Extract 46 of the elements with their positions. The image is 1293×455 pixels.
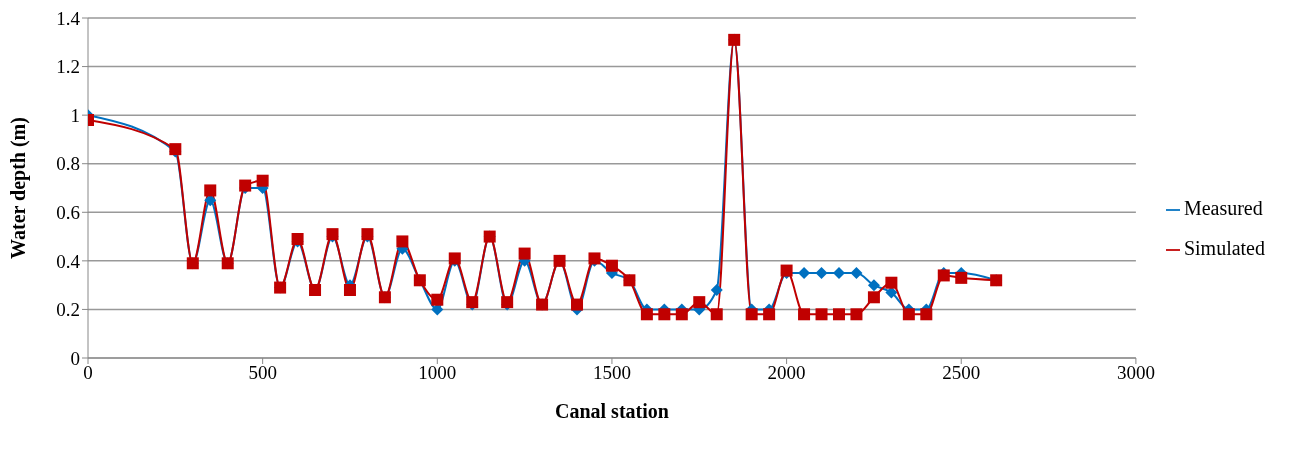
x-axis-title: Canal station (554, 400, 669, 422)
point (745, 308, 758, 321)
x-tick-label: 1000 (418, 362, 457, 384)
point (518, 247, 531, 260)
point (955, 271, 968, 284)
y-tick-label: 1.2 (56, 56, 80, 78)
x-tick-label: 2500 (942, 362, 981, 384)
point (640, 308, 653, 321)
point (396, 235, 409, 248)
point (256, 174, 269, 187)
legend-label: Measured (1183, 197, 1263, 219)
point (571, 298, 584, 311)
point (902, 308, 915, 321)
point (710, 308, 723, 321)
point (850, 267, 863, 279)
y-axis-title: Water depth (m) (7, 117, 31, 259)
point (832, 308, 845, 321)
point (920, 308, 933, 321)
point (658, 308, 671, 321)
point (885, 276, 898, 289)
point (867, 279, 880, 292)
legend-label: Simulated (1183, 237, 1265, 259)
y-tick-label: 0.4 (56, 250, 81, 272)
point (867, 291, 880, 304)
point (693, 296, 706, 309)
y-tick-label: 0.2 (56, 299, 80, 321)
y-tick-label: 0.8 (56, 153, 80, 175)
point (850, 308, 863, 321)
y-tick-label: 0.6 (56, 202, 80, 224)
point (815, 308, 828, 321)
point (343, 284, 356, 296)
point (710, 284, 723, 296)
point (605, 259, 618, 272)
point (815, 267, 828, 279)
x-tick-label: 3000 (1116, 362, 1155, 384)
y-tick-label: 1.4 (56, 7, 81, 29)
y-tick-label: 0 (70, 347, 80, 369)
y-tick-label: 1 (70, 104, 80, 126)
point (763, 308, 776, 321)
x-tick-label: 500 (248, 362, 277, 384)
x-tick-label: 2000 (767, 362, 806, 384)
point (675, 308, 688, 321)
x-tick-label: 1500 (592, 362, 631, 384)
point (431, 293, 444, 306)
point (204, 184, 217, 197)
point (798, 308, 811, 321)
